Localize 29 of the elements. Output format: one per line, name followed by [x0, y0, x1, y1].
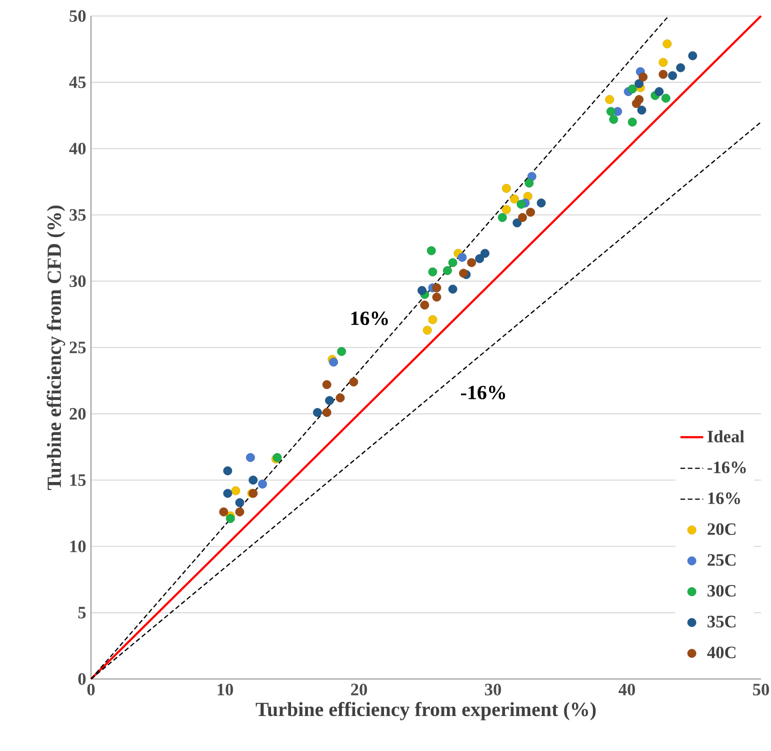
y-axis-title: Turbine efficiency from CFD (%) [46, 206, 66, 490]
legend-label: 16% [708, 492, 740, 504]
y-tick-label: 5 [78, 606, 86, 618]
legend-label: 20C [708, 523, 736, 535]
x-tick-label: 50 [753, 684, 770, 696]
x-tick-label: 40 [618, 684, 636, 696]
x-tick-label: 20 [351, 684, 368, 696]
x-axis-title: Turbine efficiency from experiment (%) [256, 702, 596, 720]
y-tick-label: 30 [70, 275, 86, 288]
annotation: 16% [351, 312, 388, 326]
y-tick-label: 10 [70, 540, 86, 552]
annotation: -16% [461, 386, 506, 400]
legend-label: -16% [708, 462, 746, 474]
legend-label: Ideal [708, 430, 744, 442]
legend-label: 35C [708, 616, 736, 628]
legend-label: 25C [708, 554, 736, 566]
y-tick-label: 0 [78, 673, 86, 685]
x-tick-label: 30 [484, 684, 502, 696]
y-tick-label: 15 [70, 474, 86, 486]
y-tick-label: 40 [69, 142, 86, 154]
legend-label: 30C [708, 584, 736, 597]
x-tick-label: 10 [218, 684, 234, 696]
y-tick-label: 20 [70, 408, 86, 420]
y-tick-label: 25 [70, 342, 86, 354]
x-tick-label: 0 [87, 684, 95, 696]
y-tick-label: 45 [69, 76, 86, 88]
y-tick-label: 50 [70, 10, 86, 22]
legend-label: 40C [707, 646, 736, 658]
y-tick-label: 35 [70, 209, 86, 221]
